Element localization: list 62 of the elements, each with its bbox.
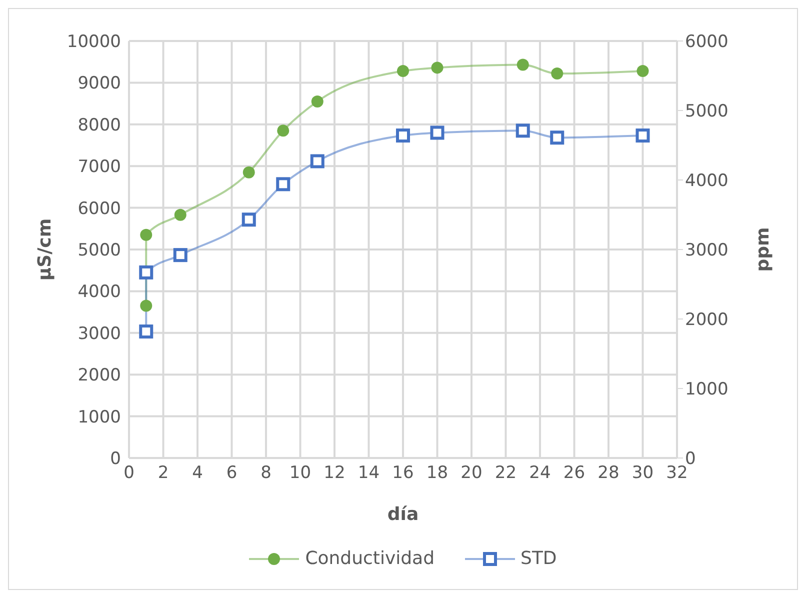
y2-tick-label: 1000 (685, 380, 728, 400)
point (139, 324, 154, 339)
point (636, 128, 650, 143)
point (430, 126, 444, 140)
y2-tick-label: 5000 (685, 102, 728, 122)
x-tick-label: 24 (529, 463, 551, 484)
x-tick-label: 26 (563, 463, 586, 484)
point (174, 208, 186, 221)
legend-label: Conductividad (304, 548, 435, 569)
point (516, 58, 529, 71)
point (396, 128, 410, 143)
y-tick-label: 0 (110, 449, 121, 470)
point (277, 124, 290, 137)
legend-label: STD (520, 548, 557, 569)
point (431, 62, 444, 74)
x-tick-label: 20 (460, 463, 482, 484)
x-tick-label: 32 (666, 463, 688, 484)
y-tick-label: 2000 (78, 366, 121, 386)
y-tick-label: 10000 (66, 32, 121, 52)
point (173, 248, 188, 262)
point (516, 124, 530, 138)
x-tick-label: 16 (392, 463, 414, 484)
y-tick-label: 6000 (78, 198, 121, 219)
point (140, 300, 152, 312)
x-tick-label: 4 (192, 463, 203, 484)
y-tick-label: 3000 (78, 324, 121, 344)
x-tick-label: 30 (632, 463, 654, 484)
point (242, 166, 255, 178)
point (311, 95, 324, 108)
x-tick-label: 12 (324, 463, 346, 484)
point (551, 68, 564, 80)
point (636, 65, 649, 78)
y-tick-label: 8000 (78, 115, 121, 136)
y2-axis-title: ppm (752, 227, 774, 272)
x-axis-title: día (387, 504, 419, 525)
x-tick-label: 8 (260, 463, 272, 484)
point (242, 212, 256, 227)
point (310, 154, 324, 168)
x-tick-label: 10 (289, 463, 312, 484)
y-tick-label: 9000 (78, 74, 121, 94)
y-tick-label: 7000 (78, 157, 121, 178)
x-tick-label: 6 (226, 463, 238, 484)
point (276, 177, 290, 192)
point (397, 65, 409, 78)
y-tick-label: 1000 (78, 407, 121, 428)
y-axis-title: µS/cm (34, 218, 56, 281)
y-tick-label: 4000 (78, 282, 121, 302)
x-tick-label: 2 (158, 463, 169, 484)
x-tick-label: 14 (358, 463, 380, 484)
point (550, 130, 564, 145)
x-tick-label: 18 (426, 463, 448, 484)
y2-tick-label: 0 (685, 449, 696, 470)
x-tick-label: 28 (598, 463, 620, 484)
y-tick-label: 5000 (78, 240, 121, 261)
y2-tick-label: 4000 (685, 171, 728, 192)
x-tick-label: 0 (124, 463, 134, 484)
point (139, 265, 154, 280)
x-tick-label: 22 (494, 463, 517, 484)
y2-tick-label: 2000 (685, 310, 728, 330)
y2-tick-label: 3000 (685, 240, 728, 261)
point (140, 228, 152, 241)
y2-tick-label: 6000 (685, 32, 728, 52)
